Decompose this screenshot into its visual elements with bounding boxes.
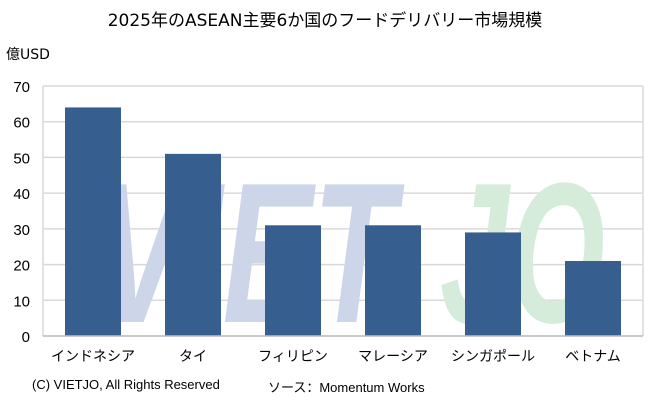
y-tick-label: 40 [13,186,30,203]
y-tick-label: 50 [13,150,30,167]
y-axis-unit-label: 億USD [6,47,50,63]
chart-title: 2025年のASEAN主要6か国のフードデリバリー市場規模 [107,11,543,31]
y-tick-label: 0 [22,329,30,346]
bar-3 [365,225,421,336]
x-tick-label: マレーシア [358,349,428,365]
y-tick-label: 30 [13,222,30,239]
source-text: ソース：Momentum Works [268,380,425,395]
x-tick-label: ベトナム [565,349,621,365]
x-tick-label: フィリピン [258,349,328,365]
y-tick-label: 10 [13,293,30,310]
bar-2 [265,225,321,336]
bar-0 [65,107,121,336]
x-tick-label: シンガポール [451,349,535,365]
copyright-text: (C) VIETJO, All Rights Reserved [32,377,220,392]
bar-5 [565,261,621,336]
y-tick-label: 20 [13,258,30,275]
bar-4 [465,232,521,336]
watermark-logo: VIET [95,142,405,365]
y-tick-label: 70 [13,79,30,96]
bar-1 [165,153,221,336]
y-tick-label: 60 [13,115,30,132]
x-tick-label: タイ [179,349,207,365]
x-tick-label: インドネシア [51,349,135,365]
